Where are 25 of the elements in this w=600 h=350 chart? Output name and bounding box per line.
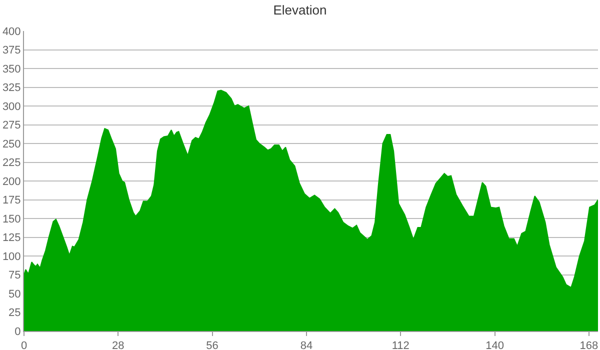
y-tick-label: 0 <box>14 326 21 338</box>
x-tick-label: 140 <box>486 340 504 350</box>
y-tick-label: 75 <box>8 270 21 282</box>
x-tick-label: 168 <box>580 340 598 350</box>
y-tick-label: 100 <box>2 250 21 263</box>
y-tick-label: 175 <box>2 194 21 207</box>
y-tick-label: 275 <box>2 120 21 132</box>
x-tick-label: 56 <box>206 340 218 350</box>
chart-title: Elevation <box>273 2 327 18</box>
y-tick-label: 50 <box>8 288 21 300</box>
y-tick-label: 300 <box>2 100 21 113</box>
x-tick-label: 28 <box>112 340 124 350</box>
y-tick-label: 200 <box>2 176 21 188</box>
y-tick-label: 225 <box>2 157 21 170</box>
y-tick-label: 375 <box>2 44 21 57</box>
y-tick-label: 150 <box>2 213 21 226</box>
y-tick-label: 125 <box>2 232 21 244</box>
y-tick-label: 400 <box>2 26 21 38</box>
y-tick-label: 250 <box>2 138 21 150</box>
y-tick-label: 350 <box>2 63 21 76</box>
y-tick-label: 25 <box>8 307 21 320</box>
y-tick-label: 325 <box>2 82 21 94</box>
x-tick-label: 112 <box>392 340 410 350</box>
x-tick-label: 84 <box>300 340 313 350</box>
x-tick-label: 0 <box>20 340 28 350</box>
